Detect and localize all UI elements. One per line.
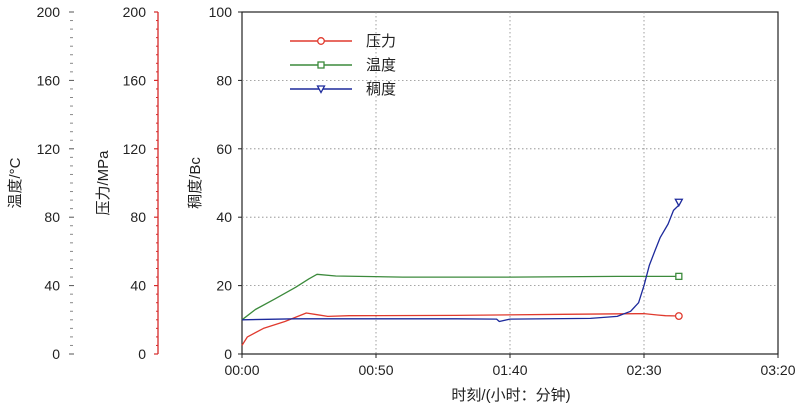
x-tick-label: 00:50 <box>358 362 393 378</box>
consistency-tick-label: 20 <box>216 278 232 294</box>
x-tick-label: 02:30 <box>626 362 661 378</box>
x-tick-label: 00:00 <box>224 362 259 378</box>
series-marker <box>674 312 683 320</box>
pressure-tick-label: 200 <box>123 4 147 20</box>
temperature-tick-label: 0 <box>52 346 60 362</box>
pressure-axis-label: 压力/MPa <box>95 150 112 216</box>
x-axis-label: 时刻/(小时：分钟) <box>451 387 570 404</box>
temperature-axis-label: 温度/°C <box>7 157 24 208</box>
pressure-tick-label: 0 <box>138 346 146 362</box>
consistency-axis: 0 20 40 60 80 100 稠度/Bc 00:00 00:50 01:40 02:30 03:… <box>187 4 796 378</box>
temperature-tick-label: 40 <box>44 278 60 294</box>
series-marker <box>675 272 683 281</box>
pressure-tick-label: 120 <box>123 141 147 157</box>
temperature-tick-label: 200 <box>37 4 61 20</box>
series-layer <box>241 198 684 346</box>
consistency-tick-label: 80 <box>216 72 232 88</box>
pressure-axis: 0 40 80 120 160 200 压力/MPa <box>95 4 159 362</box>
legend-label: 稠度 <box>366 81 396 98</box>
consistency-tick-label: 60 <box>216 141 232 157</box>
consistency-tick-label: 0 <box>224 346 232 362</box>
legend-label: 温度 <box>366 57 396 74</box>
legend-label: 压力 <box>366 33 396 50</box>
series-line <box>241 312 679 346</box>
pressure-tick-label: 160 <box>123 72 147 88</box>
consistency-tick-label: 100 <box>209 4 233 20</box>
temperature-tick-label: 120 <box>37 141 61 157</box>
series-marker <box>317 61 325 69</box>
temperature-tick-label: 160 <box>37 72 61 88</box>
temperature-axis: 0 40 80 120 160 200 温度/°C <box>7 4 74 362</box>
series-marker <box>316 85 326 94</box>
series-marker <box>317 37 325 45</box>
pressure-tick-label: 40 <box>130 278 146 294</box>
series-line <box>241 204 680 323</box>
consistency-axis-label: 稠度/Bc <box>187 157 204 209</box>
x-tick-label: 01:40 <box>492 362 527 378</box>
grid-lines <box>242 12 778 354</box>
series-marker <box>674 198 684 208</box>
series-line <box>241 273 679 321</box>
consistency-tick-label: 40 <box>216 209 232 225</box>
temperature-tick-label: 80 <box>44 209 60 225</box>
x-tick-label: 03:20 <box>760 362 795 378</box>
pressure-tick-label: 80 <box>130 209 146 225</box>
